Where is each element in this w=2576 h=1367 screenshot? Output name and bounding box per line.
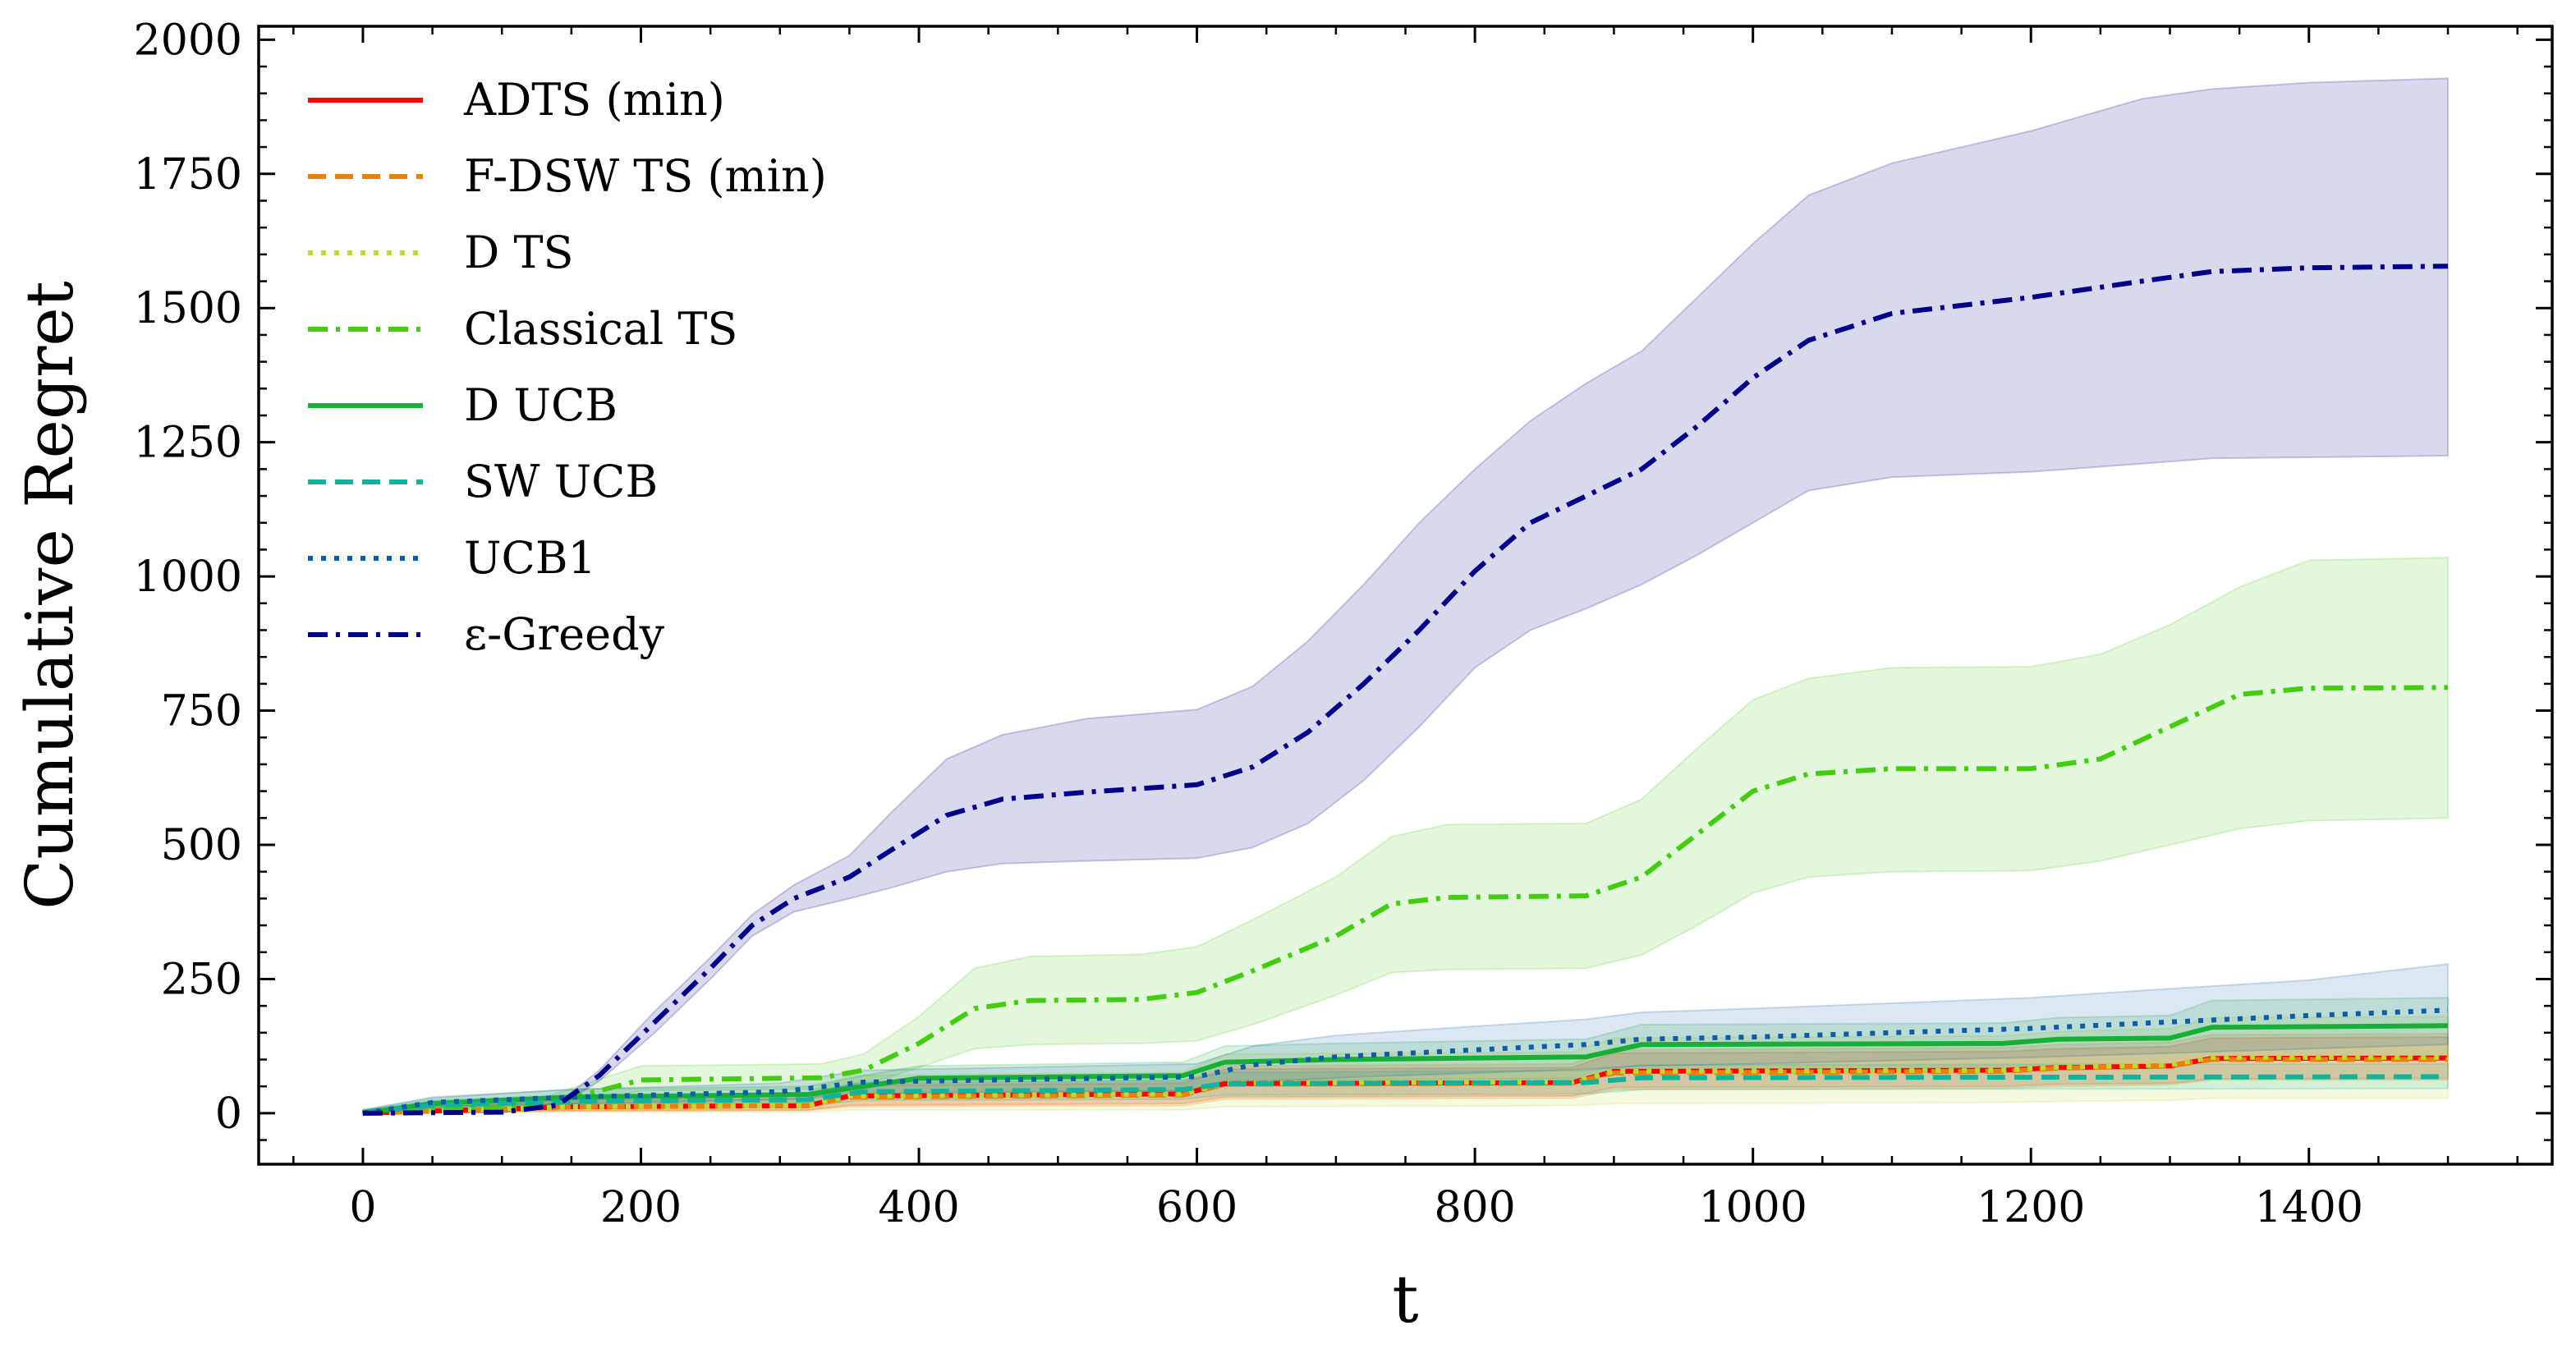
legend-label-sw-ucb: SW UCB <box>464 456 658 507</box>
y-tick-label: 250 <box>161 955 242 1004</box>
y-tick-label: 1750 <box>134 150 242 200</box>
band-d-ts <box>362 1016 2449 1114</box>
x-tick-label: 800 <box>1435 1183 1516 1232</box>
legend-label-ucb1: UCB1 <box>464 532 596 584</box>
y-tick-label: 1500 <box>134 284 242 333</box>
legend-label-d-ucb: D UCB <box>464 379 618 431</box>
band-classical-ts <box>362 557 2449 1114</box>
y-tick-label: 1250 <box>134 419 242 468</box>
x-tick-labels: 0 200 400 600 800 1000 1200 1400 <box>349 1183 2363 1232</box>
y-tick-label: 1000 <box>134 553 242 602</box>
y-axis-label: Cumulative Regret <box>11 281 88 910</box>
x-tick-label: 1400 <box>2255 1183 2363 1232</box>
legend-label-epsilon-greedy: ε-Greedy <box>464 608 665 660</box>
series-lines <box>362 264 2449 1116</box>
line-epsilon-greedy <box>362 264 2449 1116</box>
x-tick-label: 400 <box>878 1183 959 1232</box>
y-tick-label: 500 <box>161 821 242 870</box>
line-classical-ts <box>362 685 2449 1116</box>
x-tick-label: 1200 <box>1977 1183 2085 1232</box>
x-tick-label: 600 <box>1156 1183 1237 1232</box>
y-tick-labels: 0 250 500 750 1000 1250 1500 1750 2000 <box>134 16 242 1139</box>
y-tick-label: 0 <box>215 1089 242 1139</box>
line-d-ts <box>362 1054 2448 1116</box>
x-tick-label: 0 <box>349 1183 376 1232</box>
x-axis-label: t <box>1392 1261 1418 1337</box>
band-ucb1 <box>362 962 2449 1114</box>
legend-label-f-dsw-ts-min: F-DSW TS (min) <box>464 150 827 202</box>
legend-label-adts-min: ADTS (min) <box>463 74 725 126</box>
y-tick-label: 750 <box>161 687 242 736</box>
axis-ticks <box>259 26 2552 1164</box>
line-f-dsw-ts-min <box>362 1057 2448 1116</box>
line-sw-ucb <box>362 1074 2449 1116</box>
legend-label-classical-ts: Classical TS <box>464 303 737 355</box>
confidence-bands <box>362 77 2449 1114</box>
legend: ADTS (min) F-DSW TS (min) D TS Classical TS… <box>308 74 827 660</box>
y-tick-label: 2000 <box>134 16 242 65</box>
x-tick-label: 200 <box>600 1183 682 1232</box>
x-tick-label: 1000 <box>1699 1183 1807 1232</box>
legend-label-d-ts: D TS <box>464 227 573 278</box>
